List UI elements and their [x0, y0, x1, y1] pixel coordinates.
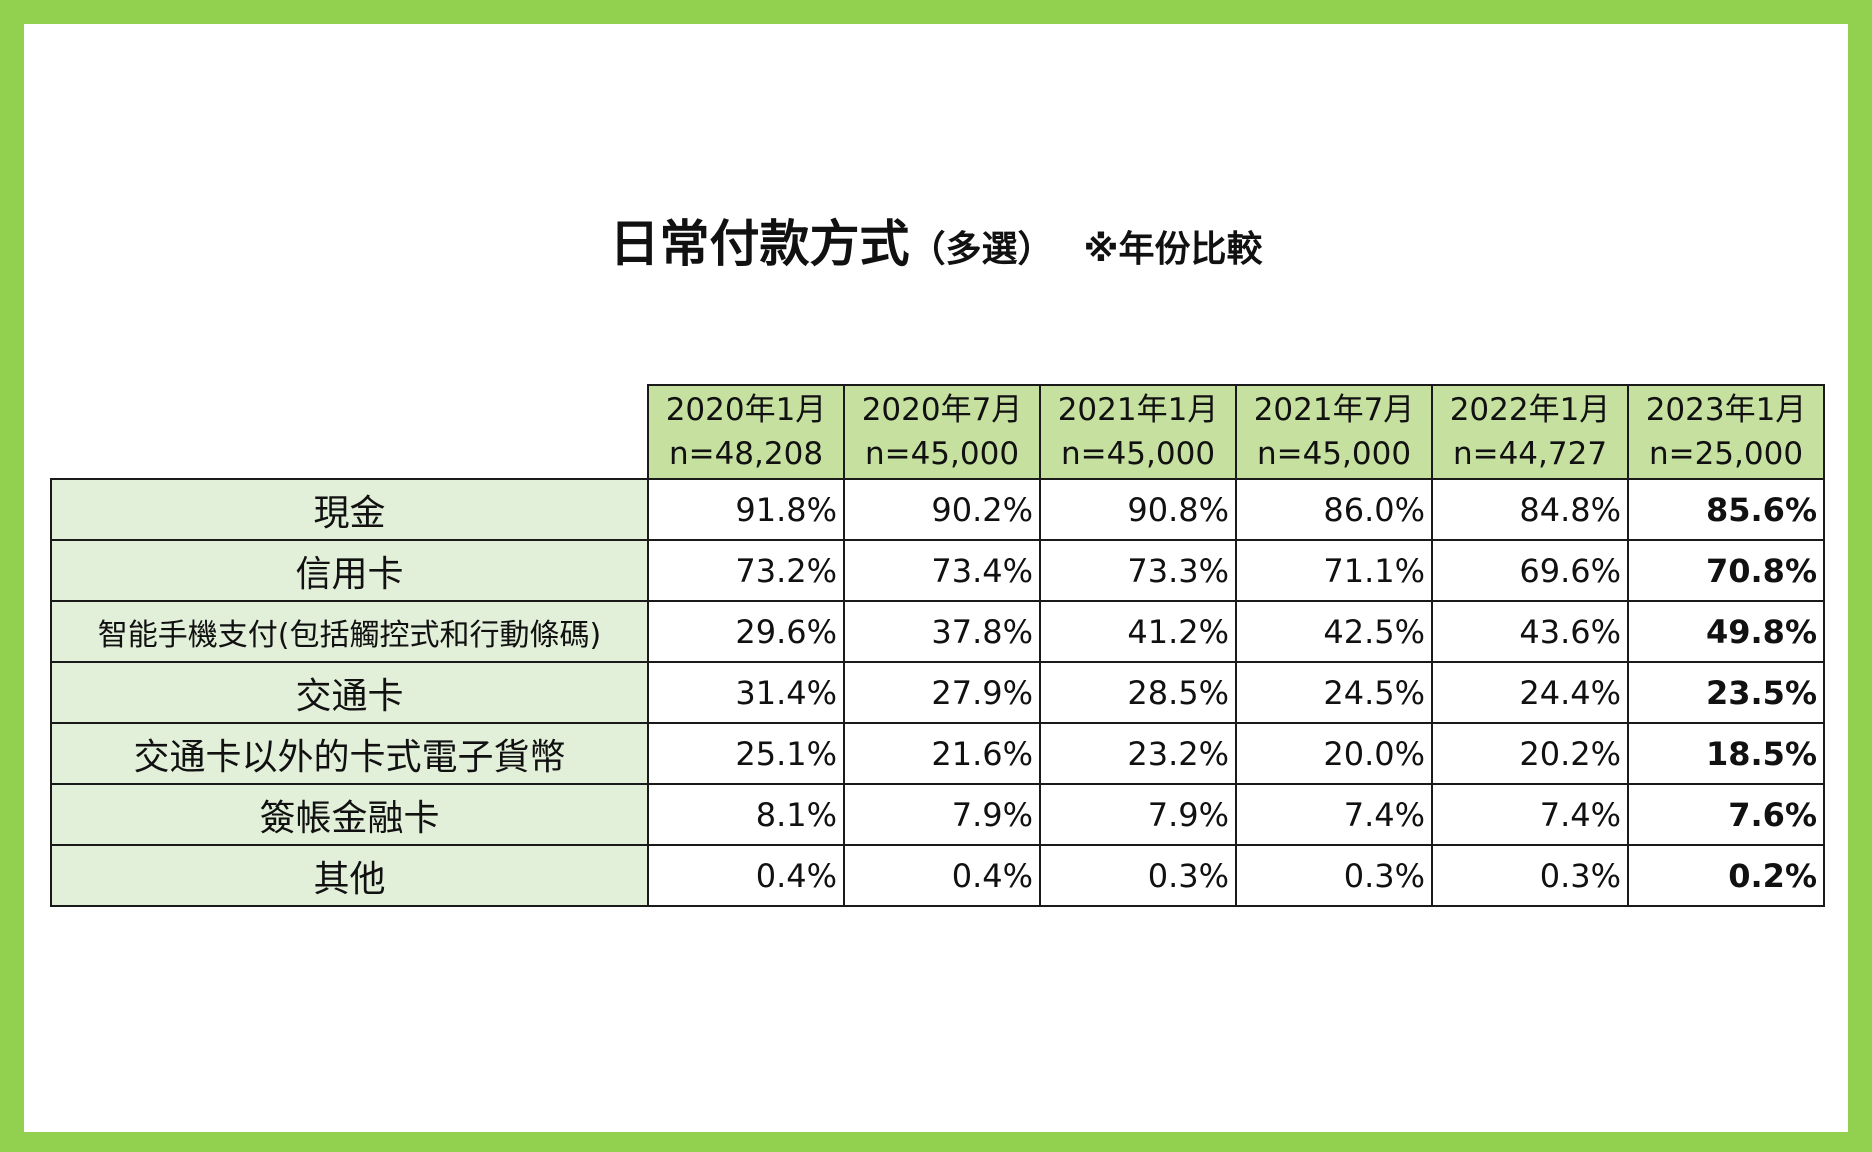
value-cell: 20.0% — [1235, 722, 1433, 785]
column-header: 2021年1月 n=45,000 — [1039, 384, 1237, 480]
value-cell: 0.4% — [843, 844, 1041, 907]
row-label: 簽帳金融卡 — [50, 783, 649, 846]
value-cell: 27.9% — [843, 661, 1041, 724]
page-title: 日常付款方式（多選） ※年份比較 — [24, 204, 1848, 276]
value-cell: 85.6% — [1627, 478, 1825, 541]
value-cell: 41.2% — [1039, 600, 1237, 663]
table-row: 信用卡 73.2% 73.4% 73.3% 71.1% 69.6% 70.8% — [50, 539, 1825, 602]
table-corner — [51, 385, 648, 479]
value-cell: 21.6% — [843, 722, 1041, 785]
value-cell: 84.8% — [1431, 478, 1629, 541]
table-row: 其他 0.4% 0.4% 0.3% 0.3% 0.3% 0.2% — [50, 844, 1825, 907]
value-cell: 73.3% — [1039, 539, 1237, 602]
payment-methods-table: 2020年1月 n=48,208 2020年7月 n=45,000 2021年1月 n=4… — [50, 384, 1825, 907]
column-period: 2021年7月 — [1253, 392, 1415, 428]
value-cell: 7.9% — [843, 783, 1041, 846]
value-cell: 86.0% — [1235, 478, 1433, 541]
column-sample-size: n=45,000 — [1256, 436, 1412, 472]
column-period: 2021年1月 — [1057, 392, 1219, 428]
row-label: 交通卡以外的卡式電子貨幣 — [50, 722, 649, 785]
value-cell: 7.4% — [1235, 783, 1433, 846]
value-cell: 31.4% — [647, 661, 845, 724]
table-row: 簽帳金融卡 8.1% 7.9% 7.9% 7.4% 7.4% 7.6% — [50, 783, 1825, 846]
row-label: 其他 — [50, 844, 649, 907]
column-header: 2022年1月 n=44,727 — [1431, 384, 1629, 480]
value-cell: 7.6% — [1627, 783, 1825, 846]
column-header: 2021年7月 n=45,000 — [1235, 384, 1433, 480]
value-cell: 73.4% — [843, 539, 1041, 602]
value-cell: 25.1% — [647, 722, 845, 785]
value-cell: 0.3% — [1039, 844, 1237, 907]
column-period: 2020年7月 — [861, 392, 1023, 428]
value-cell: 69.6% — [1431, 539, 1629, 602]
table-row: 交通卡 31.4% 27.9% 28.5% 24.5% 24.4% 23.5% — [50, 661, 1825, 724]
value-cell: 18.5% — [1627, 722, 1825, 785]
table-row: 交通卡以外的卡式電子貨幣 25.1% 21.6% 23.2% 20.0% 20.2% 18.… — [50, 722, 1825, 785]
row-label: 智能手機支付(包括觸控式和行動條碼) — [50, 600, 649, 663]
value-cell: 0.4% — [647, 844, 845, 907]
row-label: 交通卡 — [50, 661, 649, 724]
row-label: 現金 — [50, 478, 649, 541]
value-cell: 37.8% — [843, 600, 1041, 663]
value-cell: 28.5% — [1039, 661, 1237, 724]
column-sample-size: n=45,000 — [864, 436, 1020, 472]
value-cell: 91.8% — [647, 478, 845, 541]
table-row: 智能手機支付(包括觸控式和行動條碼) 29.6% 37.8% 41.2% 42.5% 43… — [50, 600, 1825, 663]
column-header: 2020年7月 n=45,000 — [843, 384, 1041, 480]
column-period: 2022年1月 — [1449, 392, 1611, 428]
title-note: ※年份比較 — [1083, 229, 1263, 270]
value-cell: 90.2% — [843, 478, 1041, 541]
value-cell: 49.8% — [1627, 600, 1825, 663]
title-subtitle: （多選） — [909, 229, 1054, 270]
value-cell: 23.5% — [1627, 661, 1825, 724]
value-cell: 70.8% — [1627, 539, 1825, 602]
column-header: 2020年1月 n=48,208 — [647, 384, 845, 480]
value-cell: 24.5% — [1235, 661, 1433, 724]
column-period: 2023年1月 — [1645, 392, 1807, 428]
row-label: 信用卡 — [50, 539, 649, 602]
column-period: 2020年1月 — [665, 392, 827, 428]
content-panel: 日常付款方式（多選） ※年份比較 2020年1月 n=48,208 2020年7月 n=… — [24, 24, 1848, 1132]
column-sample-size: n=45,000 — [1060, 436, 1216, 472]
value-cell: 71.1% — [1235, 539, 1433, 602]
column-sample-size: n=48,208 — [668, 436, 824, 472]
value-cell: 90.8% — [1039, 478, 1237, 541]
value-cell: 24.4% — [1431, 661, 1629, 724]
value-cell: 73.2% — [647, 539, 845, 602]
value-cell: 0.3% — [1431, 844, 1629, 907]
value-cell: 43.6% — [1431, 600, 1629, 663]
value-cell: 7.4% — [1431, 783, 1629, 846]
value-cell: 42.5% — [1235, 600, 1433, 663]
value-cell: 23.2% — [1039, 722, 1237, 785]
column-header: 2023年1月 n=25,000 — [1627, 384, 1825, 480]
value-cell: 8.1% — [647, 783, 845, 846]
value-cell: 29.6% — [647, 600, 845, 663]
column-sample-size: n=25,000 — [1648, 436, 1804, 472]
column-sample-size: n=44,727 — [1452, 436, 1608, 472]
table-row: 現金 91.8% 90.2% 90.8% 86.0% 84.8% 85.6% — [50, 478, 1825, 541]
value-cell: 0.2% — [1627, 844, 1825, 907]
title-main: 日常付款方式 — [609, 215, 910, 273]
value-cell: 0.3% — [1235, 844, 1433, 907]
value-cell: 20.2% — [1431, 722, 1629, 785]
value-cell: 7.9% — [1039, 783, 1237, 846]
